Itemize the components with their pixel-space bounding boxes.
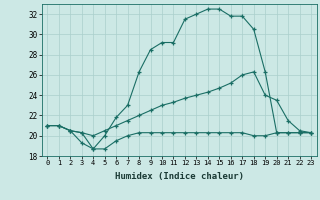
X-axis label: Humidex (Indice chaleur): Humidex (Indice chaleur) bbox=[115, 172, 244, 181]
